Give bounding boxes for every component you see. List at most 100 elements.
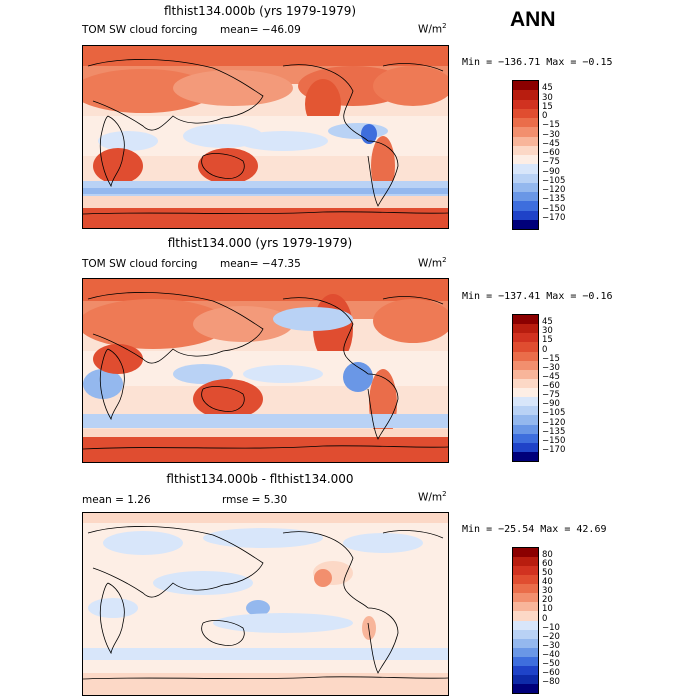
colorbar-swatch: [513, 136, 538, 146]
colorbar-swatch: [513, 593, 538, 603]
colorbar-swatch: [513, 164, 538, 174]
colorbar-swatch: [513, 388, 538, 398]
colorbar-level-label: −170: [542, 212, 566, 223]
colorbar-level-label: −75: [542, 157, 560, 168]
colorbar-swatch: [513, 433, 538, 443]
panel-2-field: [83, 279, 448, 462]
colorbar-swatch: [513, 674, 538, 684]
colorbar-level-label: −15: [542, 120, 560, 131]
colorbar-swatch: [513, 451, 538, 461]
colorbar-swatch: [513, 424, 538, 434]
colorbar-swatch: [513, 665, 538, 675]
panel-3-map: [82, 512, 449, 696]
colorbar-level-label: −60: [542, 667, 560, 678]
colorbar-swatch: [513, 118, 538, 128]
colorbar-level-label: −80: [542, 676, 560, 687]
colorbar-swatch: [513, 548, 538, 558]
colorbar-level-label: 10: [542, 604, 553, 615]
colorbar-level-label: −90: [542, 166, 560, 177]
colorbar-level-label: −105: [542, 175, 566, 186]
colorbar-level-label: −15: [542, 353, 560, 364]
colorbar-swatch: [513, 406, 538, 416]
colorbar-swatch: [513, 201, 538, 211]
panel-2-colorbar: [512, 314, 539, 462]
colorbar-level-label: 0: [542, 111, 548, 121]
colorbar-swatch: [513, 584, 538, 594]
colorbar-level-label: 40: [542, 577, 553, 588]
colorbar-swatch: [513, 127, 538, 137]
colorbar-level-label: 80: [542, 550, 553, 561]
colorbar-level-label: −30: [542, 362, 560, 373]
panel-2-units: W/m2: [418, 256, 447, 270]
panel-1-title: flthist134.000b (yrs 1979-1979): [163, 4, 357, 18]
colorbar-swatch: [513, 81, 538, 91]
colorbar-level-label: 30: [542, 92, 553, 103]
colorbar-level-label: −30: [542, 129, 560, 140]
colorbar-level-label: 15: [542, 335, 553, 346]
colorbar-level-label: −135: [542, 194, 566, 205]
colorbar-swatch: [513, 360, 538, 370]
colorbar-swatch: [513, 656, 538, 666]
colorbar-level-label: −120: [542, 185, 566, 195]
panel-3-colorbar: [512, 547, 539, 694]
panel-2-title: flthist134.000 (yrs 1979-1979): [167, 236, 353, 250]
panel-2-minmax: Min = −137.41 Max = −0.16: [462, 291, 613, 302]
colorbar-swatch: [513, 566, 538, 576]
colorbar-swatch: [513, 683, 538, 693]
colorbar-level-label: −150: [542, 203, 566, 214]
colorbar-swatch: [513, 108, 538, 118]
colorbar-swatch: [513, 638, 538, 648]
colorbar-swatch: [513, 155, 538, 165]
colorbar-level-label: −60: [542, 148, 560, 158]
colorbar-swatch: [513, 351, 538, 361]
colorbar-swatch: [513, 324, 538, 334]
colorbar-level-label: −170: [542, 444, 566, 455]
colorbar-swatch: [513, 647, 538, 657]
colorbar-swatch: [513, 557, 538, 567]
colorbar-level-label: 45: [542, 83, 553, 94]
colorbar-level-label: −10: [542, 622, 560, 633]
colorbar-level-label: 45: [542, 317, 553, 328]
colorbar-level-label: 30: [542, 326, 553, 337]
panel-2-variable: TOM SW cloud forcing: [82, 258, 198, 270]
colorbar-level-label: 60: [542, 559, 553, 570]
colorbar-swatch: [513, 182, 538, 192]
colorbar-swatch: [513, 333, 538, 343]
panel-3-rmse: rmse = 5.30: [222, 494, 288, 506]
colorbar-swatch: [513, 369, 538, 379]
panel-1-map: [82, 45, 449, 229]
colorbar-level-label: −45: [542, 138, 560, 149]
panel-3-mean: mean = 1.26: [82, 494, 151, 506]
colorbar-swatch: [513, 210, 538, 220]
colorbar-level-label: −30: [542, 640, 560, 651]
colorbar-swatch: [513, 415, 538, 425]
panel-1-field: [83, 46, 448, 228]
colorbar-level-label: −20: [542, 631, 560, 642]
colorbar-level-label: 0: [542, 613, 548, 624]
colorbar-level-label: −50: [542, 658, 560, 669]
colorbar-swatch: [513, 342, 538, 352]
colorbar-level-label: −75: [542, 390, 560, 401]
panel-1-colorbar: [512, 80, 539, 230]
colorbar-level-label: 50: [542, 568, 553, 579]
colorbar-level-label: 20: [542, 595, 553, 606]
colorbar-swatch: [513, 620, 538, 630]
colorbar-swatch: [513, 611, 538, 621]
colorbar-level-label: −45: [542, 371, 560, 382]
colorbar-swatch: [513, 99, 538, 109]
panel-3-minmax: Min = −25.54 Max = 42.69: [462, 524, 607, 535]
colorbar-swatch: [513, 192, 538, 202]
colorbar-swatch: [513, 219, 538, 229]
colorbar-level-label: −120: [542, 417, 566, 428]
colorbar-swatch: [513, 90, 538, 100]
colorbar-swatch: [513, 629, 538, 639]
panel-1-variable: TOM SW cloud forcing: [82, 24, 198, 36]
colorbar-level-label: −150: [542, 435, 566, 446]
colorbar-swatch: [513, 145, 538, 155]
season-label: ANN: [510, 8, 556, 31]
colorbar-swatch: [513, 315, 538, 325]
colorbar-level-label: −105: [542, 408, 566, 419]
colorbar-level-label: −90: [542, 399, 560, 410]
colorbar-level-label: −40: [542, 649, 560, 660]
colorbar-level-label: −60: [542, 381, 560, 391]
